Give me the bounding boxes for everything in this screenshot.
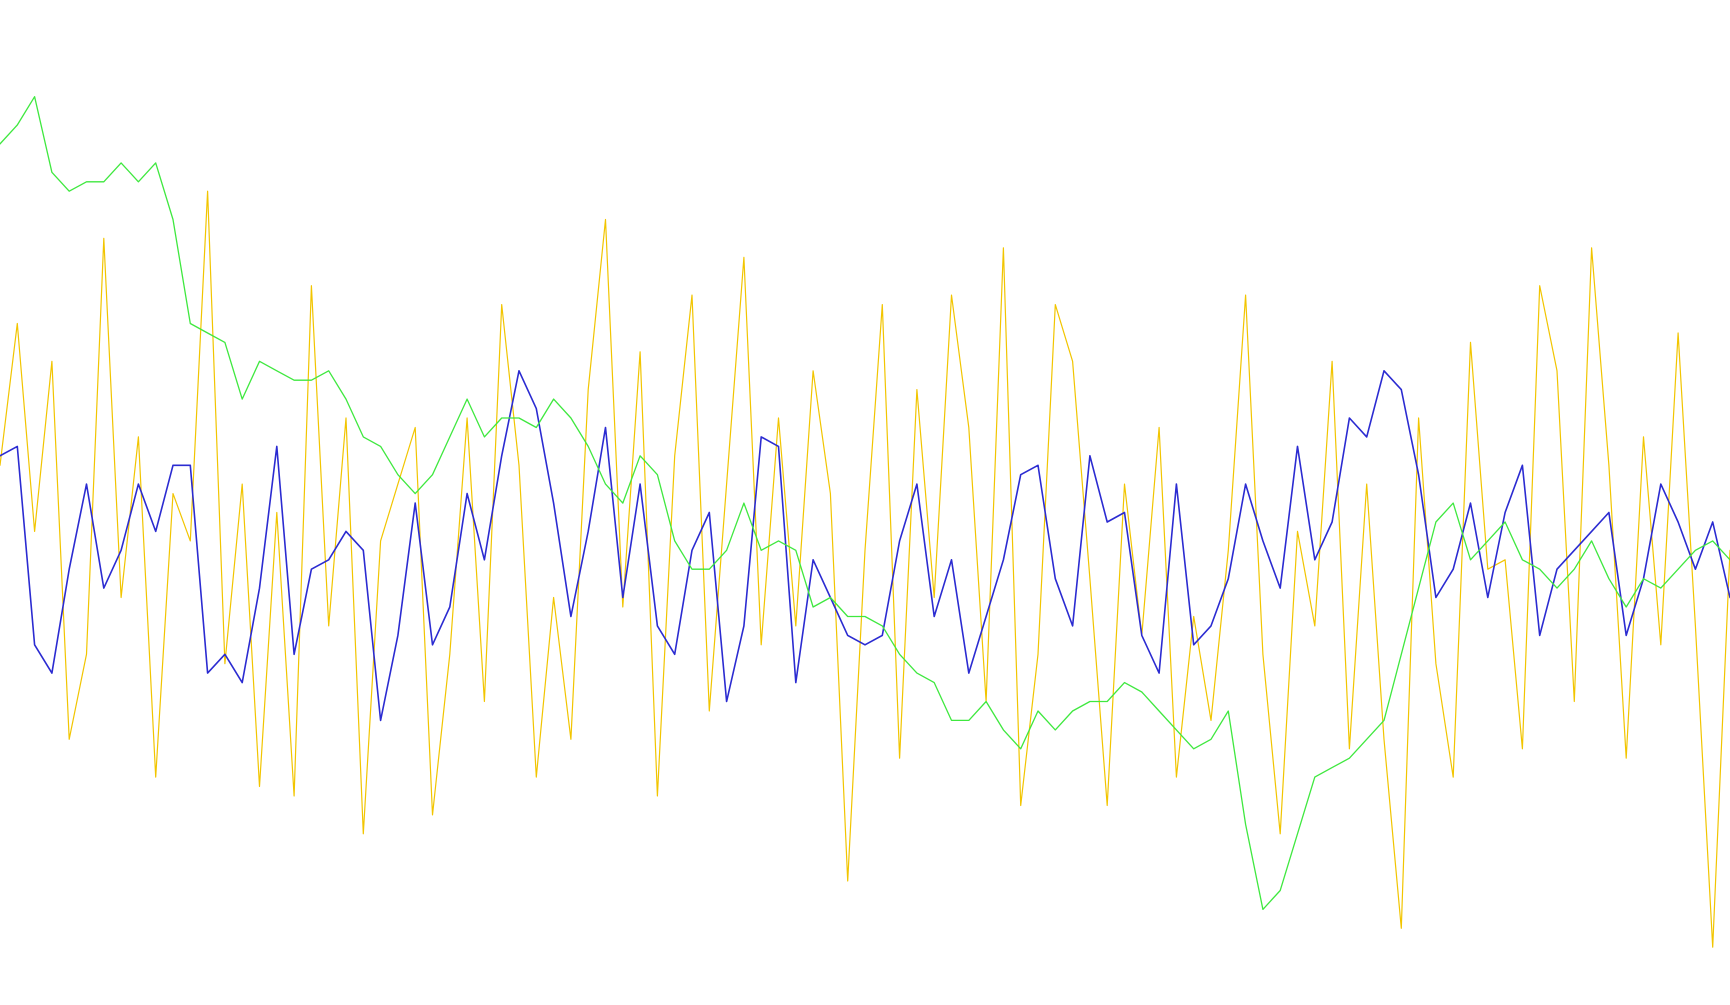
series-layer [0, 96, 1730, 948]
series-line-1 [0, 190, 1730, 948]
series-line-2 [0, 370, 1730, 722]
series-line-3 [0, 96, 1730, 911]
